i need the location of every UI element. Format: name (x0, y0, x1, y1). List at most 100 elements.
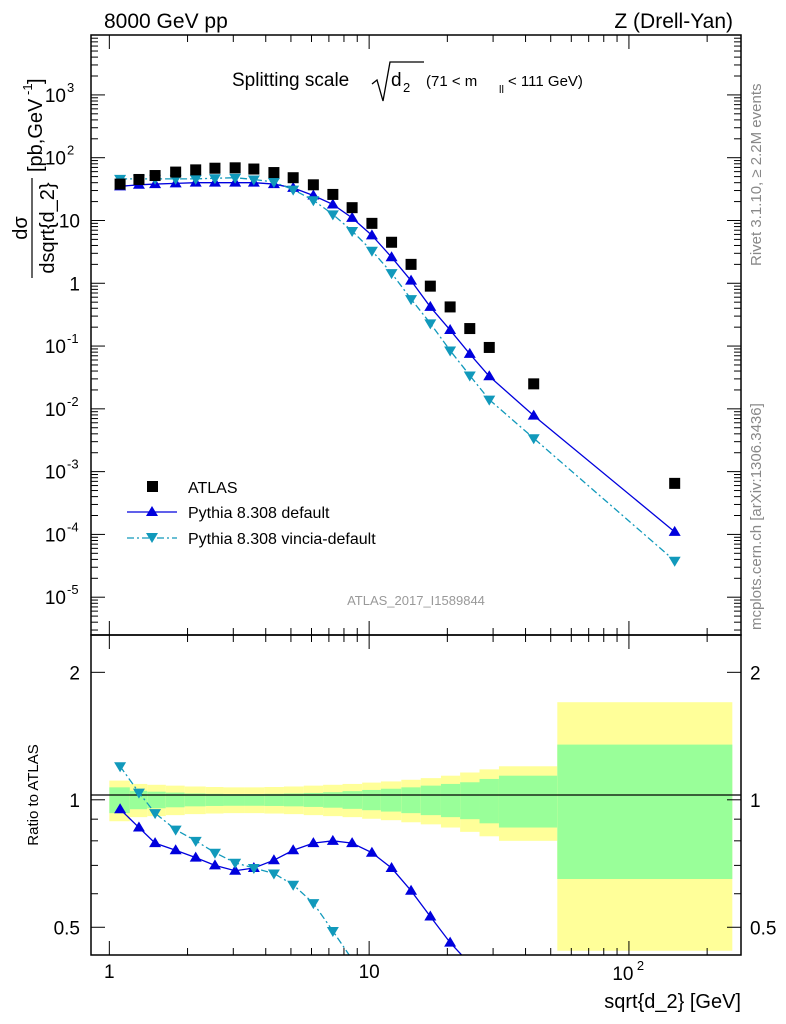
ratio-band-green (479, 778, 499, 824)
ratio-point-pythia-default (149, 837, 162, 848)
ratio-band-green (223, 793, 245, 806)
point-pythia-vincia (483, 395, 496, 406)
x-tick-label: 1 (104, 962, 115, 983)
y-tick-label: 10 (45, 463, 66, 484)
y-tick-label: 10 (45, 525, 66, 546)
watermark: ATLAS_2017_I1589844 (347, 593, 485, 608)
ratio-panel-frame (90, 634, 742, 956)
ratio-point-pythia-vincia (149, 809, 162, 820)
title-range: (71 < m (426, 73, 477, 90)
ratio-band-green (303, 792, 324, 807)
ratio-clipped-group (114, 762, 476, 968)
point-atlas (133, 173, 145, 185)
point-pythia-default (385, 251, 398, 262)
ratio-point-pythia-default (464, 958, 476, 968)
point-pythia-default (444, 324, 457, 335)
ratio-point-pythia-default (326, 834, 339, 845)
ratio-point-pythia-default (385, 862, 398, 873)
ylabel-den: dsqrt{d_2} (37, 182, 59, 274)
ratio-band-green (460, 782, 480, 820)
point-atlas (464, 323, 476, 335)
ratio-y-tick-label: 0.5 (54, 918, 80, 939)
ratio-band-green (420, 785, 441, 816)
ratio-band-green (557, 744, 733, 880)
series-line-pythia-vincia (120, 177, 676, 562)
point-pythia-vincia (267, 178, 280, 189)
ratio-panel-data (114, 762, 476, 968)
ratio-band-green (498, 775, 558, 828)
ratio-point-pythia-vincia (169, 825, 182, 836)
point-pythia-vincia (346, 227, 359, 238)
ratio-point-pythia-vincia (287, 880, 300, 891)
ratio-point-pythia-default (169, 844, 182, 855)
ratio-point-pythia-vincia (229, 858, 242, 869)
point-pythia-vincia (365, 246, 378, 257)
point-pythia-vincia (463, 371, 476, 382)
legend-marker-atlas (147, 481, 158, 492)
point-atlas (268, 167, 280, 179)
sqrt-symbol (371, 61, 424, 102)
point-pythia-vincia (424, 319, 437, 330)
header-left: 8000 GeV pp (104, 10, 228, 33)
y-tick-label-exp: 2 (67, 143, 74, 158)
point-atlas (386, 236, 398, 248)
point-atlas (149, 170, 161, 182)
ratio-point-pythia-vincia (346, 955, 358, 965)
ratio-point-pythia-default (114, 803, 127, 814)
ratio-point-pythia-vincia (307, 899, 320, 910)
y-tick-label-exp: 3 (67, 80, 74, 95)
point-pythia-vincia (307, 196, 320, 207)
ratio-uncertainty-bands (109, 702, 733, 951)
y-tick-label: 10 (45, 337, 66, 358)
point-atlas (346, 202, 358, 214)
point-pythia-default (668, 525, 681, 536)
point-atlas (327, 188, 339, 200)
legend-label-atlas: ATLAS (188, 480, 238, 497)
y-tick-label-exp: -3 (67, 457, 79, 472)
ratio-point-pythia-default (267, 854, 280, 865)
ylabel-main: dσ dsqrt{d_2} [pb,GeV -1 ] (10, 78, 59, 278)
ratio-point-pythia-vincia (114, 762, 127, 773)
ratio-y-tick-label-right: 0.5 (750, 918, 776, 939)
main-panel-data (114, 162, 681, 567)
point-atlas (424, 280, 436, 292)
ratio-band-green (165, 792, 185, 808)
point-atlas (405, 258, 417, 270)
y-tick-label-exp: -2 (67, 394, 79, 409)
ratio-point-pythia-default (307, 837, 320, 848)
point-atlas (444, 301, 456, 313)
ratio-point-pythia-default (208, 859, 221, 870)
point-pythia-vincia (208, 174, 221, 185)
point-atlas (483, 341, 495, 353)
point-pythia-default (405, 274, 418, 285)
series-line-pythia-default (120, 182, 676, 533)
y-tick-label: 10 (45, 86, 66, 107)
title-d: d (391, 70, 402, 91)
y-tick-label: 10 (45, 588, 66, 609)
ratio-y-tick-label-right: 2 (750, 663, 761, 684)
legend-marker-vincia (146, 533, 158, 543)
legend: ATLAS Pythia 8.308 default Pythia 8.308 … (127, 480, 376, 548)
ratio-band-green (401, 787, 421, 814)
ratio-band-green (283, 793, 304, 807)
ylabel-unit-sup: -1 (20, 83, 35, 95)
point-atlas (248, 163, 260, 175)
point-pythia-vincia (326, 210, 339, 221)
point-pythia-vincia (385, 269, 398, 280)
ratio-point-pythia-default (229, 864, 242, 875)
header-right: Z (Drell-Yan) (614, 10, 733, 33)
ratio-band-green (380, 788, 402, 812)
side-rivet: Rivet 3.1.10, ≥ 2.2M events (748, 84, 765, 267)
x-tick-label-exp: 2 (637, 958, 644, 973)
point-pythia-vincia (229, 173, 242, 184)
point-pythia-vincia (189, 174, 202, 185)
ratio-point-pythia-vincia (132, 788, 145, 799)
y-tick-label-exp: -1 (67, 331, 79, 346)
ratio-y-tick-label-right: 1 (750, 791, 761, 812)
ratio-point-pythia-vincia (208, 848, 221, 859)
point-pythia-default (483, 370, 496, 381)
point-atlas (170, 166, 182, 178)
point-pythia-default (365, 229, 378, 240)
title-main: Splitting scale (232, 70, 349, 91)
